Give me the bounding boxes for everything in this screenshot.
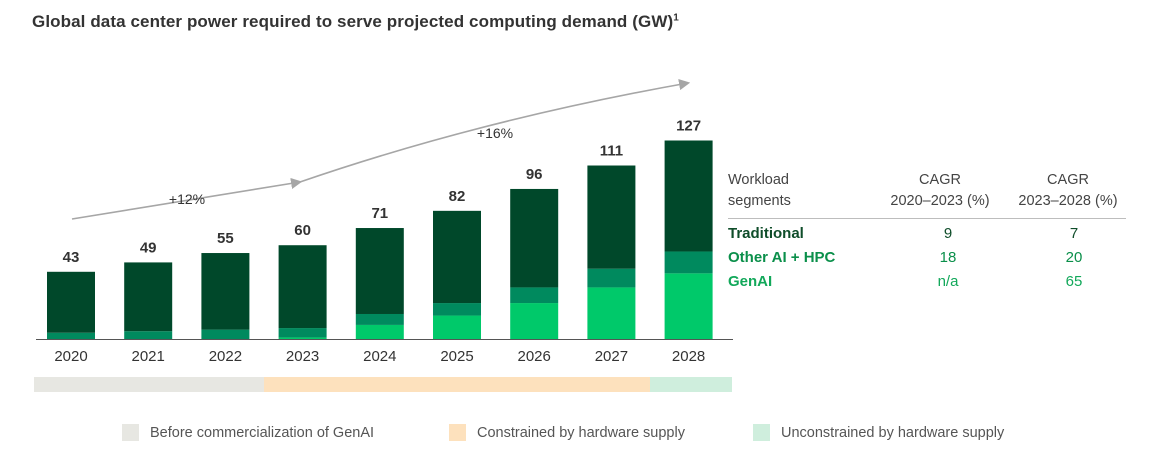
table-header-segments: Workload segments [728,172,791,209]
bar-total-label-2024: 71 [371,205,388,222]
bar-segment-genai-2027 [587,287,636,339]
cagr-annotation-2023-2028: +16% [477,125,513,141]
legend-item-unconstrained: Unconstrained by hardware supply [753,424,1004,441]
row-value-genai-2023-2028: 65 [1065,273,1083,290]
chart-title: Global data center power required to ser… [32,12,679,31]
bar-segment-traditional-2022 [201,253,250,330]
bar-segment-genai-2023 [278,337,327,339]
row-value-traditional-2023-2028: 7 [1069,225,1079,242]
table-divider [728,218,1126,219]
cagr-annotation-2020-2023: +12% [169,191,205,207]
bar-segment-other-ai-hpc-2020 [47,332,95,339]
x-tick-label-2026: 2026 [518,348,551,365]
cagr-arrow-2023-2028 [299,79,691,183]
bar-segment-traditional-2027 [587,165,636,269]
bar-segment-traditional-2021 [124,262,173,332]
legend-label-constrained: Constrained by hardware supply [477,424,685,441]
legend-label-unconstrained: Unconstrained by hardware supply [781,424,1005,441]
phase-band-unconstrained [650,377,732,392]
bar-total-label-2020: 43 [63,249,80,266]
bar-total-label-2025: 82 [449,188,466,205]
bar-total-label-2021: 49 [140,239,157,256]
x-tick-label-2023: 2023 [286,348,319,365]
table-header-cagr-2020-2023: CAGR 2020–2023 (%) [890,172,990,209]
bar-segment-other-ai-hpc-2028 [664,251,713,274]
bar-segment-other-ai-hpc-2026 [510,287,559,304]
bar-segment-genai-2025 [433,315,481,339]
bar-segment-genai-2026 [510,303,559,339]
cagr-arrow-2020-2023 [71,177,303,220]
x-tick-label-2028: 2028 [672,348,705,365]
bar-segment-other-ai-hpc-2021 [124,331,173,339]
row-value-other-ai-hpc-2020-2023: 18 [939,249,957,266]
bar-segment-other-ai-hpc-2025 [433,303,481,316]
legend-item-constrained: Constrained by hardware supply [449,424,685,441]
bar-segment-traditional-2023 [278,245,327,329]
legend-swatch-constrained [449,424,466,441]
x-tick-label-2024: 2024 [363,348,396,365]
table-header-cagr-2023-2028: CAGR 2023–2028 (%) [1018,172,1118,209]
bar-total-label-2028: 127 [676,117,701,134]
bar-segment-traditional-2025 [433,210,481,304]
bar-total-label-2022: 55 [217,230,234,247]
legend-label-before-genai: Before commercialization of GenAI [150,424,375,441]
x-tick-label-2025: 2025 [440,348,473,365]
phase-legend: Before commercialization of GenAI Constr… [0,424,1155,444]
phase-band-before-genai [34,377,264,392]
bar-total-label-2023: 60 [294,222,311,239]
bar-total-label-2027: 111 [600,143,623,160]
phase-band-constrained [264,377,650,392]
table-row-other-ai-hpc: Other AI + HPC 18 20 [728,249,1128,271]
bar-segment-traditional-2020 [47,271,95,333]
bar-segment-genai-2028 [664,273,713,339]
row-value-genai-2020-2023: n/a [937,273,959,290]
bar-segment-other-ai-hpc-2024 [355,313,404,325]
row-label-other-ai-hpc: Other AI + HPC [728,249,836,266]
bar-segment-traditional-2028 [664,140,713,252]
legend-item-before-genai: Before commercialization of GenAI [122,424,374,441]
bar-segment-other-ai-hpc-2022 [201,329,250,339]
row-label-traditional: Traditional [728,225,804,242]
x-tick-label-2021: 2021 [132,348,165,365]
bar-segment-genai-2024 [355,324,404,339]
bar-total-label-2026: 96 [526,166,543,183]
bar-segment-other-ai-hpc-2027 [587,268,636,288]
x-tick-label-2027: 2027 [595,348,628,365]
row-value-traditional-2020-2023: 9 [943,225,953,242]
table-row-genai: GenAI n/a 65 [728,273,1128,295]
x-tick-label-2020: 2020 [54,348,87,365]
legend-swatch-unconstrained [753,424,770,441]
bar-segment-other-ai-hpc-2023 [278,328,327,338]
x-tick-label-2022: 2022 [209,348,242,365]
legend-swatch-before-genai [122,424,139,441]
table-row-traditional: Traditional 9 7 [728,225,1128,247]
bar-segment-traditional-2026 [510,188,559,288]
row-value-other-ai-hpc-2023-2028: 20 [1065,249,1083,266]
row-label-genai: GenAI [728,273,773,290]
bar-segment-traditional-2024 [355,228,404,314]
